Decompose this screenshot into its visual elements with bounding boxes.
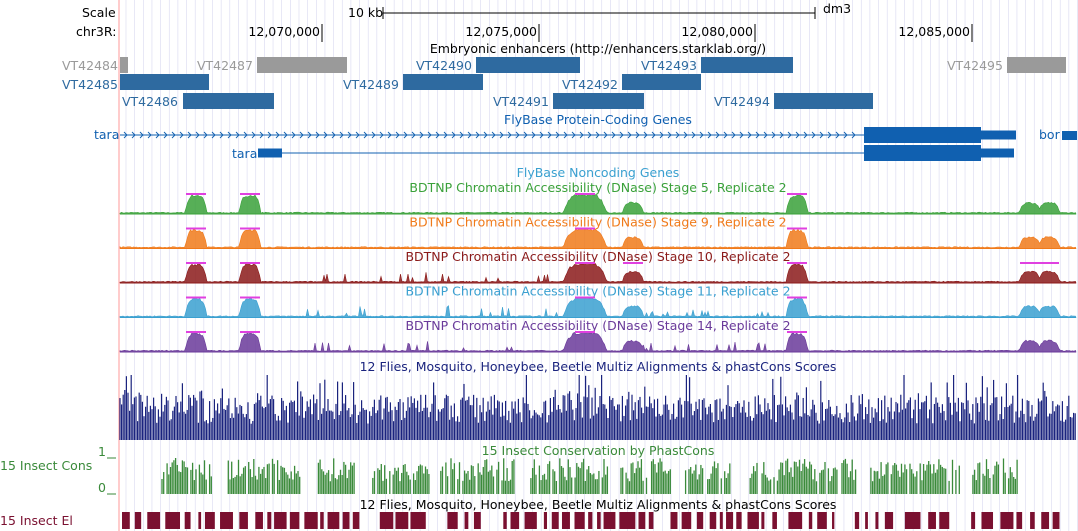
enhancer-feature[interactable]	[120, 57, 128, 73]
enhancer-label[interactable]: VT42490	[416, 58, 472, 73]
enhancer-feature[interactable]	[622, 74, 701, 90]
phastcons-side-label[interactable]: 15 Insect Cons	[0, 458, 92, 473]
gene-tara-long[interactable]	[120, 127, 1016, 143]
enhancer-feature[interactable]	[476, 57, 580, 73]
gene-label-tara-1[interactable]: tara	[94, 127, 119, 142]
enhancer-label[interactable]: VT42492	[562, 77, 618, 92]
scale-label: Scale	[82, 5, 116, 20]
enhancer-label[interactable]: VT42485	[62, 77, 118, 92]
dnase-track-title: BDTNP Chromatin Accessibility (DNase) St…	[405, 318, 790, 333]
enhancer-label[interactable]: VT42484	[62, 58, 118, 73]
enhancer-feature[interactable]	[774, 93, 873, 109]
chrom-label: chr3R:	[76, 24, 116, 39]
enhancer-feature[interactable]	[120, 74, 209, 90]
enhancer-label[interactable]: VT42494	[714, 94, 770, 109]
gene-label-bor[interactable]: bor	[1039, 127, 1061, 142]
multiz-conservation-plot[interactable]	[119, 375, 1076, 440]
scale-bar	[382, 7, 816, 19]
enhancers-track-title: Embryonic enhancers (http://enhancers.st…	[430, 41, 766, 56]
tick-label: 12,070,000	[248, 24, 320, 39]
enhancer-feature[interactable]	[257, 57, 347, 73]
dnase-track[interactable]: BDTNP Chromatin Accessibility (DNase) St…	[119, 318, 1077, 353]
dnase-track[interactable]: BDTNP Chromatin Accessibility (DNase) St…	[119, 284, 1077, 318]
enhancer-label[interactable]: VT42495	[947, 58, 1003, 73]
gene-bor[interactable]	[1062, 131, 1077, 140]
dnase-track-title: BDTNP Chromatin Accessibility (DNase) St…	[405, 284, 790, 299]
elements-track-title: 12 Flies, Mosquito, Honeybee, Beetle Mul…	[360, 497, 837, 512]
dnase-track-title: BDTNP Chromatin Accessibility (DNase) St…	[405, 249, 790, 264]
enhancer-feature[interactable]	[553, 93, 644, 109]
enhancer-feature[interactable]	[183, 93, 274, 109]
dnase-track-title: BDTNP Chromatin Accessibility (DNase) St…	[409, 180, 786, 195]
tick-label: 12,080,000	[681, 24, 753, 39]
genes-track-title: FlyBase Protein-Coding Genes	[504, 112, 692, 127]
enhancer-label[interactable]: VT42487	[197, 58, 253, 73]
enhancer-feature[interactable]	[403, 74, 483, 90]
elements-side-label[interactable]: 15 Insect El	[0, 513, 73, 528]
tick-label: 12,085,000	[898, 24, 970, 39]
phastcons-track-title: 15 Insect Conservation by PhastCons	[482, 443, 715, 458]
dnase-track-title: BDTNP Chromatin Accessibility (DNase) St…	[409, 215, 786, 230]
enhancers-track[interactable]: VT42484 VT42485 VT42486 VT42487 VT42489 VT424…	[62, 57, 1066, 109]
scale-bar-label: 10 kb	[348, 5, 383, 20]
dnase-track[interactable]: BDTNP Chromatin Accessibility (DNase) St…	[119, 180, 1077, 215]
gene-label-tara-2[interactable]: tara	[232, 146, 257, 161]
noncoding-track-title: FlyBase Noncoding Genes	[517, 165, 680, 180]
phastcons-ymin: 0	[98, 480, 106, 495]
assembly-label: dm3	[823, 1, 851, 16]
enhancer-feature[interactable]	[701, 57, 793, 73]
enhancer-label[interactable]: VT42489	[343, 77, 399, 92]
conserved-elements-track[interactable]	[122, 512, 1060, 529]
tick-label: 12,075,000	[465, 24, 537, 39]
dnase-track[interactable]: BDTNP Chromatin Accessibility (DNase) St…	[119, 215, 1077, 249]
dnase-track[interactable]: BDTNP Chromatin Accessibility (DNase) St…	[119, 249, 1077, 284]
multiz-track-title: 12 Flies, Mosquito, Honeybee, Beetle Mul…	[360, 359, 837, 374]
enhancer-label[interactable]: VT42486	[122, 94, 178, 109]
position-ticks: 12,070,000 12,075,000 12,080,000 12,085,000	[248, 24, 973, 42]
dnase-tracks[interactable]: BDTNP Chromatin Accessibility (DNase) St…	[119, 180, 1077, 353]
enhancer-label[interactable]: VT42493	[641, 58, 697, 73]
gene-tara-short[interactable]	[258, 145, 1014, 161]
phastcons-ymax: 1	[98, 444, 106, 459]
enhancer-label[interactable]: VT42491	[493, 94, 549, 109]
phastcons-plot[interactable]	[161, 458, 1018, 494]
genes-track[interactable]: tara tara bor	[94, 127, 1077, 161]
enhancer-feature[interactable]	[1007, 57, 1066, 73]
